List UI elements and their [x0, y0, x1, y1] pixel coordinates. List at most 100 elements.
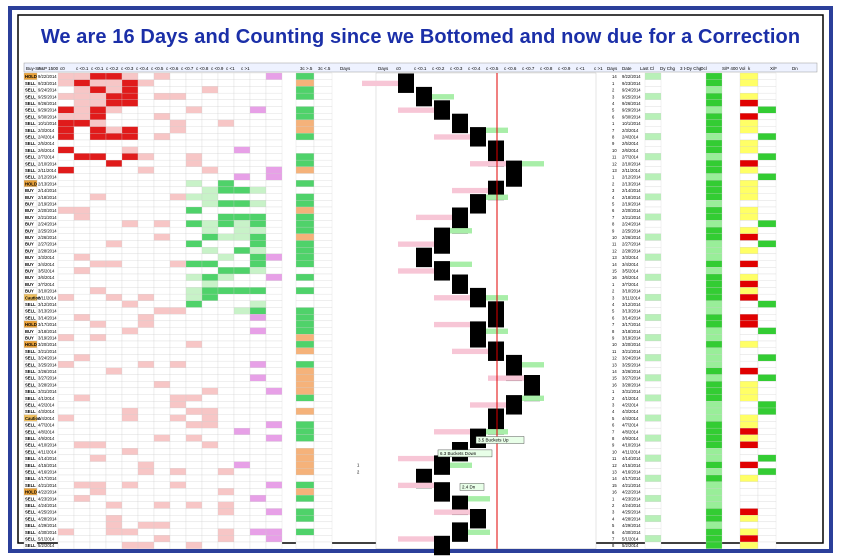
pink-bar-mark [434, 509, 470, 515]
heat-cell [217, 481, 235, 489]
page-title: We are 16 Days and Counting since we Bot… [40, 26, 801, 48]
right-date-text: 4/2/2014 [622, 403, 639, 408]
heat-cell [265, 173, 283, 181]
date-text: 2/6/2014 [38, 148, 55, 153]
heat-cell [201, 535, 219, 543]
heat-cell [201, 468, 219, 476]
heat-cell [105, 119, 123, 127]
heat-cell [185, 106, 203, 114]
right-cell [757, 441, 777, 449]
days-text: 9 [612, 141, 615, 146]
heat-cell [185, 273, 203, 281]
heat-cell [105, 186, 123, 194]
heat-cell [153, 434, 171, 442]
heat-cell [105, 528, 123, 536]
right-cell [705, 454, 723, 462]
right-cell [757, 307, 777, 315]
heat-cell [201, 139, 219, 147]
right-cell [644, 387, 662, 395]
heat-cell [169, 106, 187, 114]
right-date-text: 3/14/2014 [622, 315, 641, 320]
heat-cell [249, 260, 267, 268]
heat-cell [233, 287, 251, 295]
heat-cell [185, 360, 203, 368]
heat-cell [57, 79, 75, 87]
right-cell [705, 253, 723, 261]
heat-cell [137, 327, 155, 335]
right-cell [757, 468, 777, 476]
signal-text: SELL [25, 148, 36, 153]
heat-cell [137, 387, 155, 395]
bar-header-cell: c <0.4 [468, 66, 481, 71]
right-date-text: 4/3/2014 [622, 409, 639, 414]
heat-cell [105, 394, 123, 402]
date-text: 2/12/2014 [38, 175, 57, 180]
heat-cell [121, 159, 139, 167]
mid-cell [295, 427, 315, 435]
heat-cell [265, 307, 283, 315]
heat-cell [89, 180, 107, 188]
heat-cell [105, 220, 123, 228]
heat-cell [57, 133, 75, 141]
heat-cell [153, 293, 171, 301]
heat-cell [185, 200, 203, 208]
heat-cell [89, 541, 107, 549]
heat-cell [153, 354, 171, 362]
heat-cell [265, 113, 283, 121]
right-cell [705, 327, 723, 335]
heat-cell [153, 401, 171, 409]
mid-cell [295, 220, 315, 228]
right-cell [705, 86, 723, 94]
days-text: 11 [612, 349, 617, 354]
heat-cell [265, 434, 283, 442]
right-header-cell: k [748, 66, 751, 71]
heat-cell [121, 414, 139, 422]
heat-cell [153, 535, 171, 543]
heat-cell [169, 153, 187, 161]
heat-cell [185, 501, 203, 509]
days-text: 8 [612, 135, 615, 140]
right-cell [644, 314, 662, 322]
heat-cell [185, 441, 203, 449]
right-cell [644, 468, 662, 476]
heat-cell [73, 159, 91, 167]
heat-cell [169, 233, 187, 241]
right-cell [757, 72, 777, 80]
heat-cell [121, 387, 139, 395]
heat-cell [73, 367, 91, 375]
signal-text: BUY [25, 282, 34, 287]
heat-cell [169, 79, 187, 87]
right-cell [739, 494, 759, 502]
right-cell [757, 508, 777, 516]
signal-text: HOLD [25, 490, 37, 495]
heat-cell [201, 119, 219, 127]
heat-cell [233, 113, 251, 121]
heat-cell [57, 173, 75, 181]
mid-cell [313, 253, 333, 261]
heat-cell [137, 113, 155, 121]
right-cell [705, 501, 723, 509]
right-cell [705, 414, 723, 422]
date-text: 2/4/2014 [38, 135, 55, 140]
right-cell [705, 113, 723, 121]
right-cell [644, 273, 662, 281]
heat-cell [137, 320, 155, 328]
left-header-cell: c <0.7 [181, 66, 194, 71]
right-cell [739, 233, 759, 241]
heat-cell [137, 481, 155, 489]
heat-cell [121, 280, 139, 288]
date-text: 4/15/2014 [38, 463, 57, 468]
heat-cell [121, 260, 139, 268]
right-cell [739, 99, 759, 107]
right-date-text: 2/19/2014 [622, 202, 641, 207]
heat-cell [185, 166, 203, 174]
heat-cell [57, 139, 75, 147]
heat-cell [153, 99, 171, 107]
heat-cell [121, 347, 139, 355]
right-date-text: 2/7/2014 [622, 155, 639, 160]
heat-cell [201, 521, 219, 529]
heat-cell [57, 367, 75, 375]
heat-cell [169, 461, 187, 469]
heat-cell [89, 354, 107, 362]
heat-cell [105, 153, 123, 161]
